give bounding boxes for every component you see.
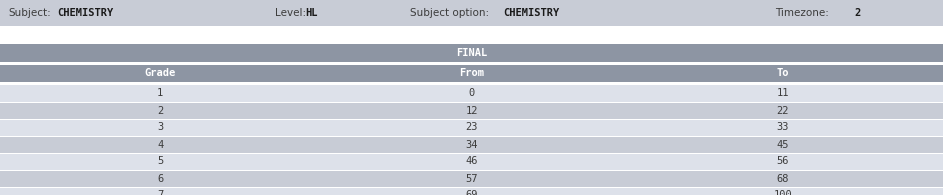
- Text: 7: 7: [157, 191, 163, 195]
- Bar: [0, 119, 943, 120]
- Text: Timezone:: Timezone:: [775, 8, 829, 18]
- Text: 6: 6: [157, 174, 163, 183]
- Text: Level:: Level:: [275, 8, 306, 18]
- Text: FINAL: FINAL: [455, 48, 488, 58]
- Text: 2: 2: [854, 8, 860, 18]
- Text: 23: 23: [465, 122, 478, 132]
- Text: 2: 2: [157, 105, 163, 115]
- Bar: [0, 119, 943, 136]
- Bar: [0, 26, 943, 44]
- Text: 34: 34: [465, 139, 478, 150]
- Text: CHEMISTRY: CHEMISTRY: [503, 8, 559, 18]
- Text: 12: 12: [465, 105, 478, 115]
- Text: Subject option:: Subject option:: [410, 8, 489, 18]
- Bar: [0, 85, 943, 102]
- Bar: [0, 170, 943, 187]
- Bar: [0, 136, 943, 153]
- Text: 33: 33: [776, 122, 789, 132]
- Bar: [0, 62, 943, 65]
- Bar: [0, 102, 943, 103]
- Text: 46: 46: [465, 157, 478, 167]
- Text: 3: 3: [157, 122, 163, 132]
- Bar: [0, 65, 943, 82]
- Bar: [0, 82, 943, 85]
- Text: 45: 45: [776, 139, 789, 150]
- Text: 4: 4: [157, 139, 163, 150]
- Text: 1: 1: [157, 89, 163, 98]
- Text: Subject:: Subject:: [8, 8, 51, 18]
- Text: 22: 22: [776, 105, 789, 115]
- Bar: [0, 187, 943, 195]
- Bar: [0, 136, 943, 137]
- Text: 11: 11: [776, 89, 789, 98]
- Text: HL: HL: [305, 8, 318, 18]
- Text: 0: 0: [469, 89, 474, 98]
- Bar: [0, 102, 943, 119]
- Text: 69: 69: [465, 191, 478, 195]
- Bar: [0, 153, 943, 154]
- Text: 57: 57: [465, 174, 478, 183]
- Text: From: From: [459, 68, 484, 79]
- Bar: [0, 44, 943, 62]
- Text: 68: 68: [776, 174, 789, 183]
- Bar: [0, 153, 943, 170]
- Text: 5: 5: [157, 157, 163, 167]
- Text: To: To: [776, 68, 789, 79]
- Text: 56: 56: [776, 157, 789, 167]
- Text: 100: 100: [773, 191, 792, 195]
- Text: Grade: Grade: [144, 68, 176, 79]
- Bar: [0, 187, 943, 188]
- Text: CHEMISTRY: CHEMISTRY: [57, 8, 113, 18]
- Bar: [0, 0, 943, 26]
- Bar: [0, 170, 943, 171]
